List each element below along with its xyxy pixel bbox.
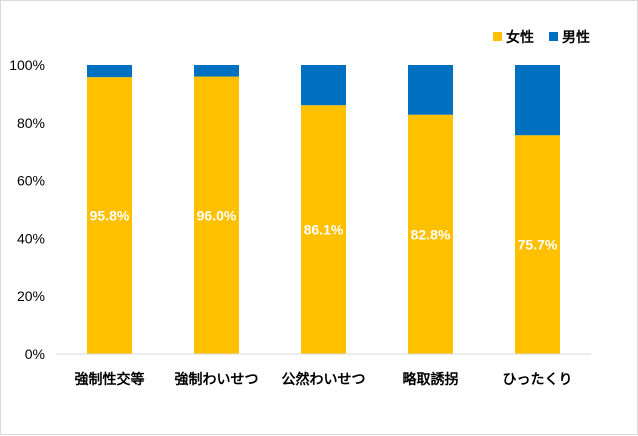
legend-swatch [549,32,558,41]
bar-segment [87,77,132,354]
y-tick-label: 100% [9,57,45,73]
y-tick-label: 0% [25,346,45,362]
bar-segment [87,65,132,78]
bar-segment [301,105,346,355]
bar-segment [194,76,239,354]
x-category-label: 強制わいせつ [175,371,259,388]
bar-segment [515,135,560,354]
x-category-label: 略取誘拐 [403,371,459,388]
legend-label: 男性 [562,29,590,46]
data-label: 86.1% [304,222,344,238]
data-label: 96.0% [197,207,237,223]
legend-swatch [493,32,502,41]
legend-label: 女性 [506,29,534,46]
data-label: 82.8% [411,226,451,242]
x-category-label: 強制性交等 [75,371,145,388]
x-category-label: ひったくり [503,372,573,388]
bar-segment [194,65,239,77]
data-label: 95.8% [90,208,130,224]
x-axis-categories: 強制性交等 強制わいせつ 公然わいせつ 略取誘拐 ひったくり [75,371,573,388]
x-category-label: 公然わいせつ [282,371,366,388]
bar-segment [515,65,560,136]
bar-segment [301,65,346,106]
bar-segment [408,114,453,354]
bar-segment [408,65,453,115]
legend: 女性 男性 [493,29,590,46]
data-label: 75.7% [518,237,558,253]
y-tick-label: 60% [17,173,45,189]
y-axis-ticks: 0% 20% 40% 60% 80% 100% [9,57,45,362]
y-tick-label: 40% [17,230,45,246]
y-tick-label: 80% [17,115,45,131]
bars: 95.8% 96.0% 86.1% 82.8% 75.7% [87,65,560,355]
y-tick-label: 20% [17,288,45,304]
